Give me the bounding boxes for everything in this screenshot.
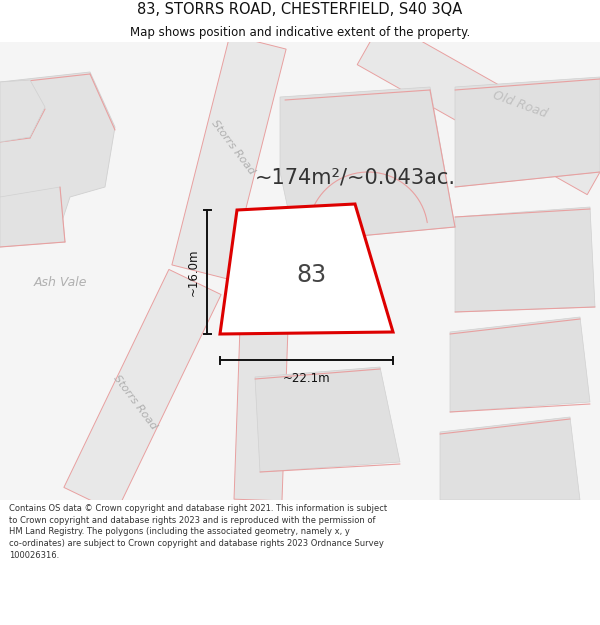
Polygon shape — [0, 80, 45, 142]
Text: ~174m²/~0.043ac.: ~174m²/~0.043ac. — [254, 167, 455, 187]
Polygon shape — [450, 317, 590, 412]
Polygon shape — [64, 269, 221, 512]
Text: ~22.1m: ~22.1m — [283, 371, 331, 384]
Text: Storrs Road: Storrs Road — [112, 373, 158, 431]
Text: Old Road: Old Road — [491, 88, 549, 120]
Text: ~16.0m: ~16.0m — [187, 248, 199, 296]
Polygon shape — [280, 87, 455, 242]
Text: Map shows position and indicative extent of the property.: Map shows position and indicative extent… — [130, 26, 470, 39]
Polygon shape — [455, 207, 595, 312]
Polygon shape — [357, 19, 600, 194]
Polygon shape — [255, 367, 400, 472]
Polygon shape — [0, 187, 65, 247]
Text: Ash Vale: Ash Vale — [33, 276, 87, 289]
Text: Contains OS data © Crown copyright and database right 2021. This information is : Contains OS data © Crown copyright and d… — [9, 504, 387, 560]
Text: Storrs Road: Storrs Road — [209, 118, 257, 176]
Polygon shape — [440, 417, 580, 500]
Polygon shape — [0, 42, 600, 500]
Polygon shape — [455, 77, 600, 187]
Polygon shape — [220, 204, 393, 334]
Text: 83, STORRS ROAD, CHESTERFIELD, S40 3QA: 83, STORRS ROAD, CHESTERFIELD, S40 3QA — [137, 2, 463, 17]
Polygon shape — [0, 72, 115, 232]
Polygon shape — [172, 35, 286, 279]
Text: 83: 83 — [296, 263, 326, 287]
Polygon shape — [234, 211, 292, 501]
